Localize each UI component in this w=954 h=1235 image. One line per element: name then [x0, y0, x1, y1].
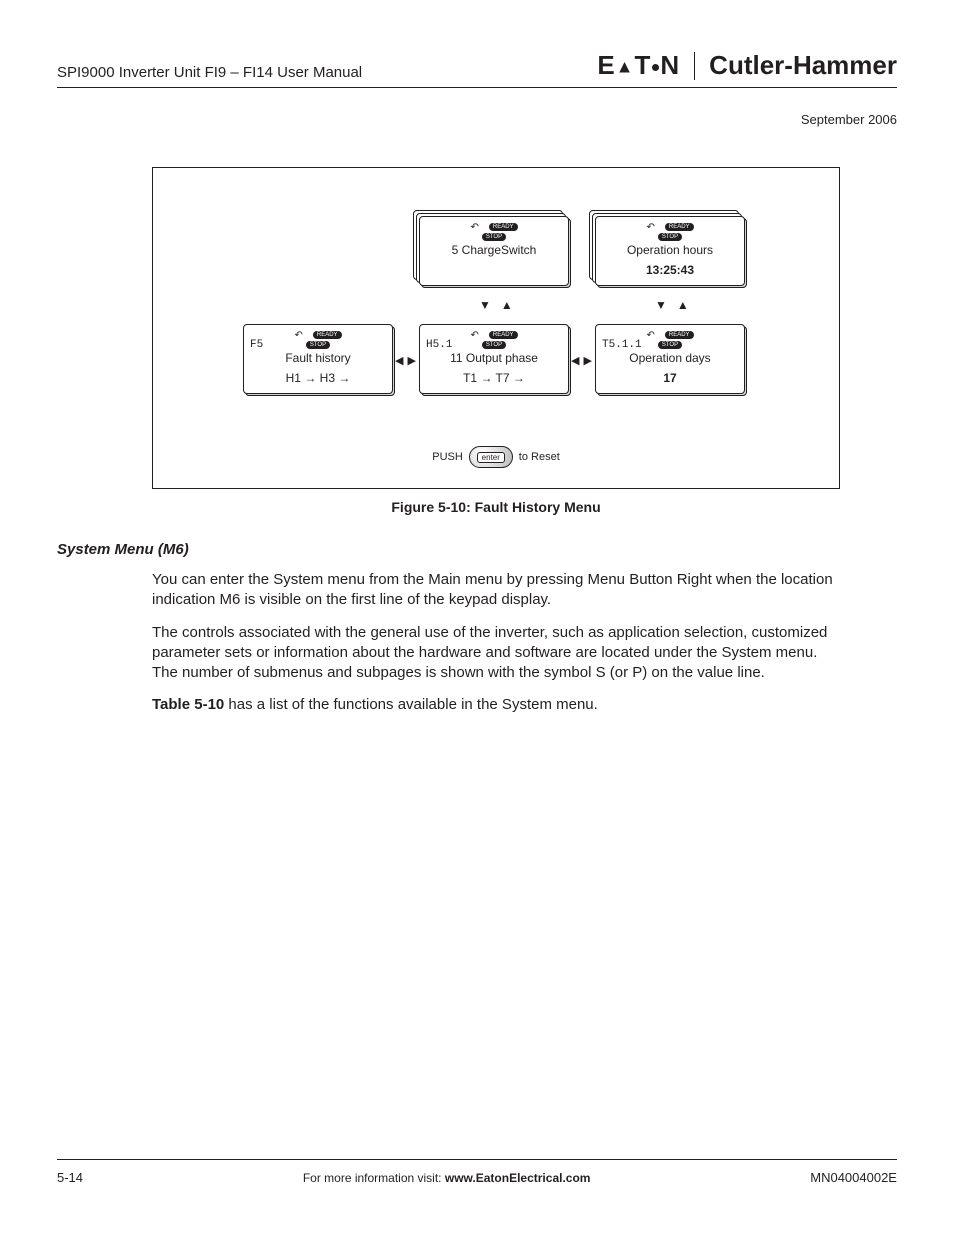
- up-arrow-icon: ▲: [501, 298, 513, 312]
- brand-block: E▲TN Cutler-Hammer: [597, 50, 897, 81]
- nav-h-2: ◀▶: [571, 354, 592, 367]
- lcd-mid-right-line2: 17: [596, 365, 744, 385]
- manual-title: SPI9000 Inverter Unit FI9 – FI14 User Ma…: [57, 64, 362, 81]
- body-para-3: Table 5-10 has a list of the functions a…: [152, 695, 840, 715]
- left-arrow-icon: ◀: [395, 354, 403, 367]
- document-date: September 2006: [57, 112, 897, 127]
- right-arrow-icon: ▶: [583, 354, 591, 367]
- lcd-mid-left-line1: Fault history: [244, 349, 392, 365]
- nav-v-mid: ▼▲: [479, 298, 513, 312]
- figure-fault-history-menu: ↶READYSTOP5 ChargeSwitch ↶READYSTOPOperat…: [152, 167, 840, 489]
- lcd-mid-left-code: F5: [250, 339, 263, 351]
- nav-v-right: ▼▲: [655, 298, 689, 312]
- body-para-3-rest: has a list of the functions available in…: [224, 696, 598, 713]
- document-number: MN04004002E: [810, 1170, 897, 1185]
- enter-button-graphic: enter: [469, 446, 513, 468]
- lcd-top-right: ↶READYSTOPOperation hours13:25:43: [595, 216, 745, 286]
- footer-center-pre: For more information visit:: [303, 1171, 445, 1185]
- body-para-1: You can enter the System menu from the M…: [152, 570, 840, 611]
- lcd-top-mid-line1: 5 ChargeSwitch: [420, 241, 568, 257]
- down-arrow-icon: ▼: [479, 298, 491, 312]
- page-footer: 5-14 For more information visit: www.Eat…: [57, 1159, 897, 1185]
- lcd-top-mid: ↶READYSTOP5 ChargeSwitch: [419, 216, 569, 286]
- lcd-mid-right-code: T5.1.1: [602, 339, 642, 351]
- page-header: SPI9000 Inverter Unit FI9 – FI14 User Ma…: [57, 50, 897, 88]
- table-ref: Table 5-10: [152, 696, 224, 713]
- up-arrow-icon: ▲: [677, 298, 689, 312]
- footer-url: www.EatonElectrical.com: [445, 1171, 591, 1185]
- eaton-logo: E▲TN: [597, 50, 680, 81]
- enter-button-label: enter: [477, 452, 505, 463]
- push-label: PUSH: [432, 451, 463, 463]
- figure-caption: Figure 5-10: Fault History Menu: [152, 499, 840, 515]
- left-arrow-icon: ◀: [571, 354, 579, 367]
- lcd-top-right-line1: Operation hours: [596, 241, 744, 257]
- down-arrow-icon: ▼: [655, 298, 667, 312]
- nav-h-1: ◀▶: [395, 354, 416, 367]
- lcd-mid-left: F5↶READYSTOPFault historyH1 → H3 →: [243, 324, 393, 394]
- body-para-2: The controls associated with the general…: [152, 623, 840, 684]
- reset-label: to Reset: [519, 451, 560, 463]
- cutler-hammer-logo: Cutler-Hammer: [709, 50, 897, 81]
- right-arrow-icon: ▶: [407, 354, 415, 367]
- lcd-mid-mid-code: H5.1: [426, 339, 452, 351]
- push-enter-instruction: PUSH enter to Reset: [153, 446, 839, 468]
- footer-center: For more information visit: www.EatonEle…: [303, 1171, 591, 1185]
- lcd-mid-right-line1: Operation days: [596, 349, 744, 365]
- lcd-mid-right: T5.1.1↶READYSTOPOperation days17: [595, 324, 745, 394]
- lcd-mid-mid: H5.1↶READYSTOP11 Output phaseT1 → T7 →: [419, 324, 569, 394]
- lcd-mid-mid-line1: 11 Output phase: [420, 349, 568, 365]
- lcd-top-right-line2: 13:25:43: [596, 257, 744, 277]
- page-number: 5-14: [57, 1170, 83, 1185]
- brand-divider: [694, 52, 695, 80]
- section-heading: System Menu (M6): [57, 541, 897, 558]
